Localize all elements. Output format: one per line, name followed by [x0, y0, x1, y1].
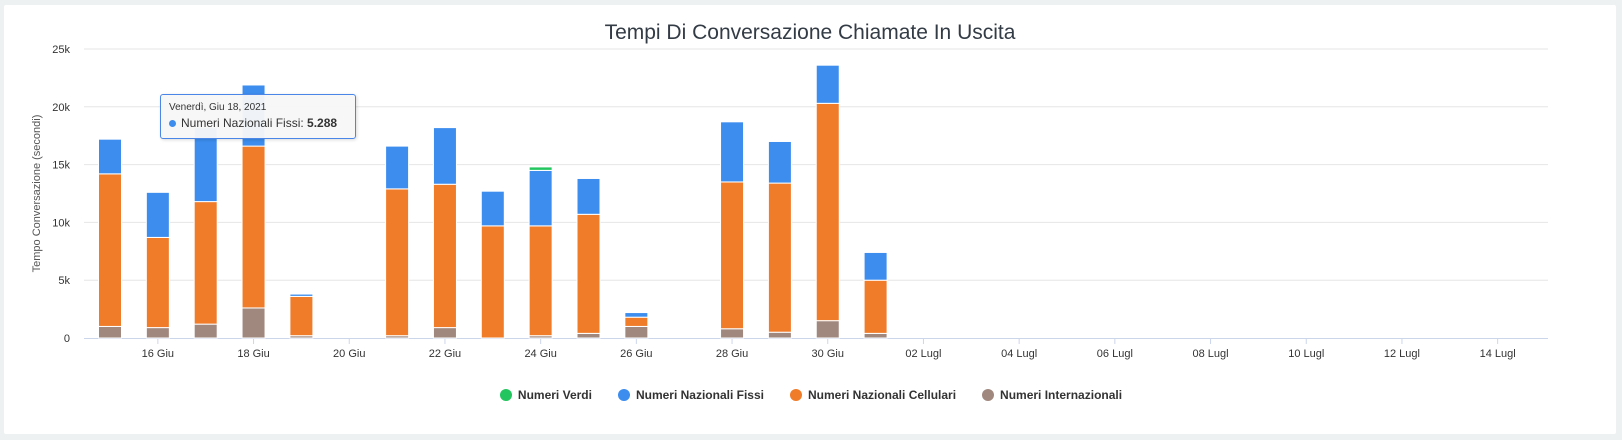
- bar-segment: [480, 225, 505, 339]
- bar-segment: [815, 320, 840, 339]
- x-tick-label: 18 Giu: [237, 348, 269, 360]
- x-tick-label: 16 Giu: [142, 348, 174, 360]
- bar-segment: [145, 327, 170, 339]
- bar-segment: [289, 295, 314, 337]
- x-tick-label: 14 Lugl: [1480, 348, 1516, 360]
- y-tick-label: 5k: [58, 275, 70, 287]
- y-tick-label: 20k: [52, 102, 70, 114]
- y-axis-title: Tempo Conversazione (secondi): [31, 115, 43, 273]
- x-tick-label: 30 Giu: [812, 348, 844, 360]
- legend-item-numeri-verdi[interactable]: Numeri Verdi: [499, 388, 592, 402]
- tooltip-separator: :: [300, 116, 308, 130]
- bar-segment: [767, 331, 792, 339]
- bar-segment: [863, 332, 888, 339]
- legend-label: Numeri Nazionali Cellulari: [808, 388, 957, 402]
- bar-segment: [145, 236, 170, 329]
- tooltip-date: Venerdì, Giu 18, 2021: [169, 102, 267, 113]
- legend-label: Numeri Nazionali Fissi: [635, 388, 764, 402]
- chart-legend: Numeri Verdi Numeri Nazionali Fissi Nume…: [0, 388, 1622, 402]
- bar-segment: [385, 188, 410, 337]
- tooltip-series-name: Numeri Nazionali Fissi: [181, 116, 301, 130]
- bar-segment: [98, 138, 122, 175]
- legend-item-numeri-nazionali-cellulari[interactable]: Numeri Nazionali Cellulari: [790, 388, 956, 402]
- bar-segment: [432, 327, 457, 339]
- bar-segment: [193, 323, 218, 339]
- bar-segment: [528, 169, 553, 227]
- bar-segment: [624, 325, 649, 339]
- legend-marker-icon: [790, 389, 802, 401]
- bar-segment: [720, 181, 745, 330]
- bar-segment: [98, 325, 122, 339]
- tooltip-series-line: Numeri Nazionali Fissi: 5.288: [169, 116, 347, 130]
- tooltip-value: 5.288: [307, 116, 338, 130]
- bar-segment: [815, 102, 840, 322]
- legend-label: Numeri Internazionali: [1000, 388, 1123, 402]
- bar-segment: [767, 182, 792, 333]
- x-tick-label: 24 Giu: [524, 348, 556, 360]
- y-tick-label: 25k: [52, 44, 70, 56]
- bar-segment: [241, 145, 266, 309]
- bar-segment: [815, 64, 840, 104]
- bar-segment: [98, 173, 122, 327]
- bar-segment: [576, 177, 601, 215]
- bar-segment: [863, 251, 888, 281]
- x-tick-label: 06 Lugl: [1097, 348, 1133, 360]
- y-tick-label: 0: [64, 333, 70, 345]
- legend-item-numeri-nazionali-fissi[interactable]: Numeri Nazionali Fissi: [617, 388, 764, 402]
- x-tick-label: 26 Giu: [620, 348, 652, 360]
- bar-segment: [480, 190, 505, 227]
- y-tick-label: 10k: [52, 217, 70, 229]
- legend-marker-icon: [982, 389, 995, 401]
- x-tick-label: 02 Lugl: [905, 348, 941, 360]
- x-tick-label: 22 Giu: [429, 348, 461, 360]
- chart-title: Tempi Di Conversazione Chiamate In Uscit…: [604, 21, 1016, 44]
- legend-marker-icon: [499, 389, 512, 401]
- y-tick-label: 15k: [52, 160, 70, 172]
- bar-segment: [624, 312, 649, 318]
- bar-segment: [289, 293, 314, 297]
- x-tick-label: 12 Lugl: [1384, 348, 1420, 360]
- x-tick-label: 20 Giu: [333, 348, 365, 360]
- bar-segment: [528, 225, 553, 337]
- chart-tooltip: Venerdì, Giu 18, 2021 Numeri Nazionali F…: [160, 94, 356, 139]
- bar-segment: [720, 121, 745, 183]
- bar-segment: [767, 140, 792, 184]
- bar-segment: [193, 201, 218, 325]
- bar-segment: [863, 279, 888, 334]
- bar-segment: [145, 191, 170, 238]
- bar-segment: [576, 213, 601, 334]
- bar-segment: [385, 145, 410, 190]
- bar-segment: [624, 316, 649, 327]
- x-tick-label: 08 Lugl: [1193, 348, 1229, 360]
- x-tick-label: 28 Giu: [716, 348, 748, 360]
- bar-segment: [720, 328, 745, 339]
- tooltip-marker-icon: [169, 119, 176, 127]
- bar-segment: [432, 183, 457, 329]
- bar-segment: [576, 332, 601, 339]
- x-tick-label: 10 Lugl: [1288, 348, 1324, 360]
- bar-segment: [528, 166, 553, 171]
- legend-label: Numeri Verdi: [517, 388, 592, 402]
- bar-segment: [241, 307, 266, 339]
- bar-segment: [432, 127, 457, 185]
- legend-item-numeri-internazionali[interactable]: Numeri Internazionali: [982, 388, 1122, 402]
- chart-card: Tempi Di Conversazione Chiamate In Uscit…: [4, 5, 1616, 434]
- legend-marker-icon: [617, 389, 630, 401]
- x-tick-label: 04 Lugl: [1001, 348, 1037, 360]
